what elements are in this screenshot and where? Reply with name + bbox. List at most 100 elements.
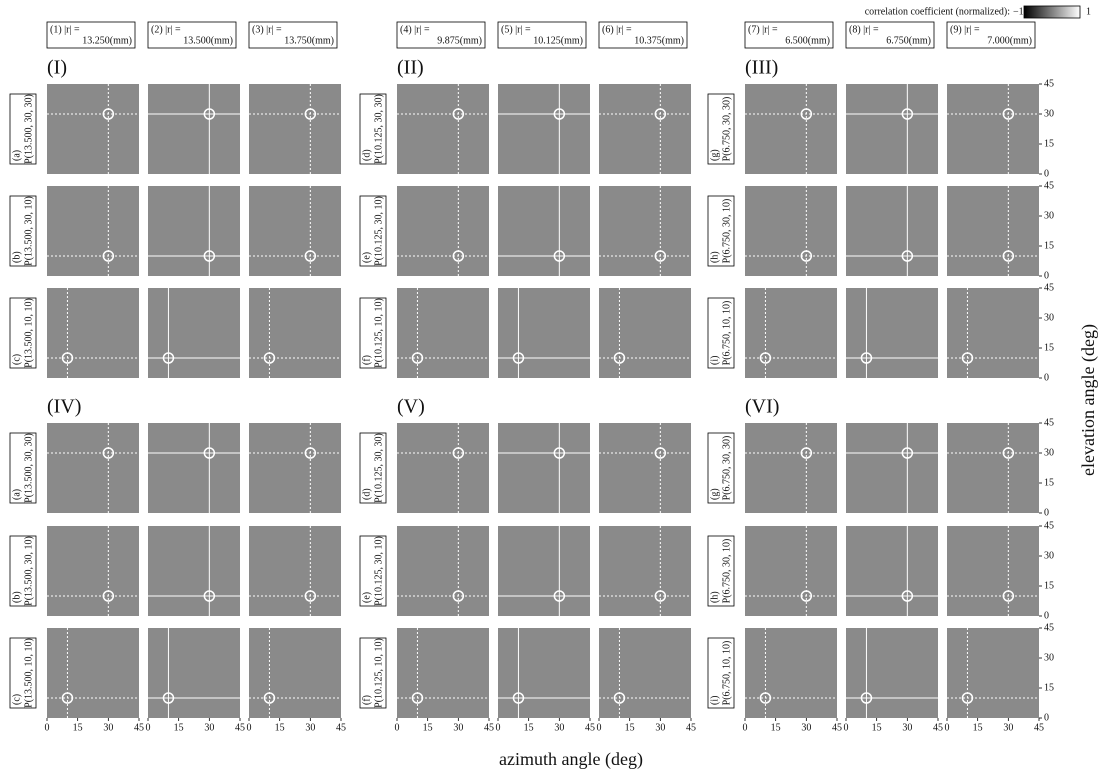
column-header-id: (3) |r| = [252,24,282,35]
heatmap-panel [599,526,691,616]
heatmap-panel [599,288,691,378]
group-label: (III) [745,57,778,79]
column-header-radius: 13.500(mm) [183,35,233,46]
column-header-id: (6) |r| = [602,24,632,35]
row-label-point: P(10.125, 30, 10) [373,536,384,606]
y-tick-label: 30 [1044,312,1054,323]
row-label-point: P(10.125, 30, 30) [373,94,384,164]
y-tick-label: 30 [1044,210,1054,221]
group-label: (II) [397,57,424,79]
row-label-id: (i) [709,696,720,705]
y-tick-label: 45 [1044,78,1054,89]
x-tick-label: 0 [945,722,950,733]
heatmap-panel [745,423,837,513]
heatmap-panel [47,526,139,616]
group-label: (I) [47,57,67,79]
y-tick-label: 15 [1044,342,1054,353]
row-label-point: P(13.500, 10, 10) [23,638,34,708]
x-tick-label: 45 [134,722,144,733]
x-tick-label: 45 [686,722,696,733]
row-label-id: (g) [709,149,720,161]
row-label-point: P(13.500, 30, 30) [23,433,34,503]
column-header-radius: 10.125(mm) [533,35,583,46]
heatmap-panel [498,288,590,378]
y-tick-label: 45 [1044,520,1054,531]
y-tick-label: 45 [1044,417,1054,428]
heatmap-panel [947,186,1039,276]
row-label-id: (f) [361,695,372,705]
y-tick-label: 0 [1044,610,1049,621]
x-tick-label: 0 [247,722,252,733]
row-label-point: P(13.500, 30, 10) [23,536,34,606]
row-label-point: P(6.750, 30, 30) [721,97,732,162]
group-label: (IV) [47,396,81,418]
y-tick-label: 45 [1044,282,1054,293]
heatmap-panel [47,288,139,378]
heatmap-panel [947,84,1039,174]
row-label-id: (c) [11,354,22,365]
column-header-radius: 13.750(mm) [284,35,334,46]
x-tick-label: 15 [771,722,781,733]
heatmap-panel [947,526,1039,616]
column-header-id: (5) |r| = [501,24,531,35]
row-label-id: (e) [361,592,372,603]
x-tick-label: 15 [174,722,184,733]
x-tick-label: 45 [484,722,494,733]
x-tick-label: 30 [204,722,214,733]
y-tick-label: 15 [1044,138,1054,149]
x-tick-label: 45 [933,722,943,733]
row-label-id: (b) [11,591,22,603]
x-tick-label: 15 [973,722,983,733]
heatmap-panel [745,628,837,718]
y-tick-label: 15 [1044,682,1054,693]
x-tick-label: 0 [395,722,400,733]
row-label-id: (e) [361,252,372,263]
x-tick-label: 30 [554,722,564,733]
x-tick-label: 30 [1003,722,1013,733]
y-tick-label: 0 [1044,168,1049,179]
x-tick-label: 15 [423,722,433,733]
y-tick-label: 15 [1044,240,1054,251]
x-tick-label: 0 [597,722,602,733]
y-tick-label: 0 [1044,270,1049,281]
row-label-point: P(10.125, 30, 10) [373,196,384,266]
x-tick-label: 30 [655,722,665,733]
heatmap-panel [599,423,691,513]
heatmap-panel [846,288,938,378]
heatmap-panel [846,526,938,616]
row-label-point: P(10.125, 10, 10) [373,638,384,708]
heatmap-panel [249,186,341,276]
heatmap-panel [148,84,240,174]
column-header-id: (8) |r| = [849,24,879,35]
column-header-radius: 6.750(mm) [886,35,931,46]
x-tick-label: 15 [872,722,882,733]
row-label-point: P(13.500, 10, 10) [23,298,34,368]
column-header-radius: 10.375(mm) [634,35,684,46]
heatmap-panel [249,288,341,378]
row-label-point: P(6.750, 30, 30) [721,436,732,501]
x-tick-label: 30 [103,722,113,733]
heatmap-panel [599,628,691,718]
row-label-point: P(13.500, 30, 30) [23,94,34,164]
x-tick-label: 0 [146,722,151,733]
x-tick-label: 15 [524,722,534,733]
column-header-id: (1) |r| = [50,24,80,35]
heatmap-panel [947,628,1039,718]
heatmap-panel [47,423,139,513]
group-label: (V) [397,396,425,418]
x-tick-label: 30 [902,722,912,733]
heatmap-panel [745,186,837,276]
heatmap-panel [498,628,590,718]
heatmap-panel [846,186,938,276]
column-header-id: (2) |r| = [151,24,181,35]
y-tick-label: 0 [1044,712,1049,723]
heatmap-panel [249,526,341,616]
row-label-point: P(6.750, 30, 10) [721,199,732,264]
row-label-id: (a) [11,150,22,161]
heatmap-panel [599,186,691,276]
row-label-id: (i) [709,356,720,365]
heatmap-panel [599,84,691,174]
heatmap-panel [397,186,489,276]
y-tick-label: 45 [1044,180,1054,191]
heatmap-panel [397,526,489,616]
